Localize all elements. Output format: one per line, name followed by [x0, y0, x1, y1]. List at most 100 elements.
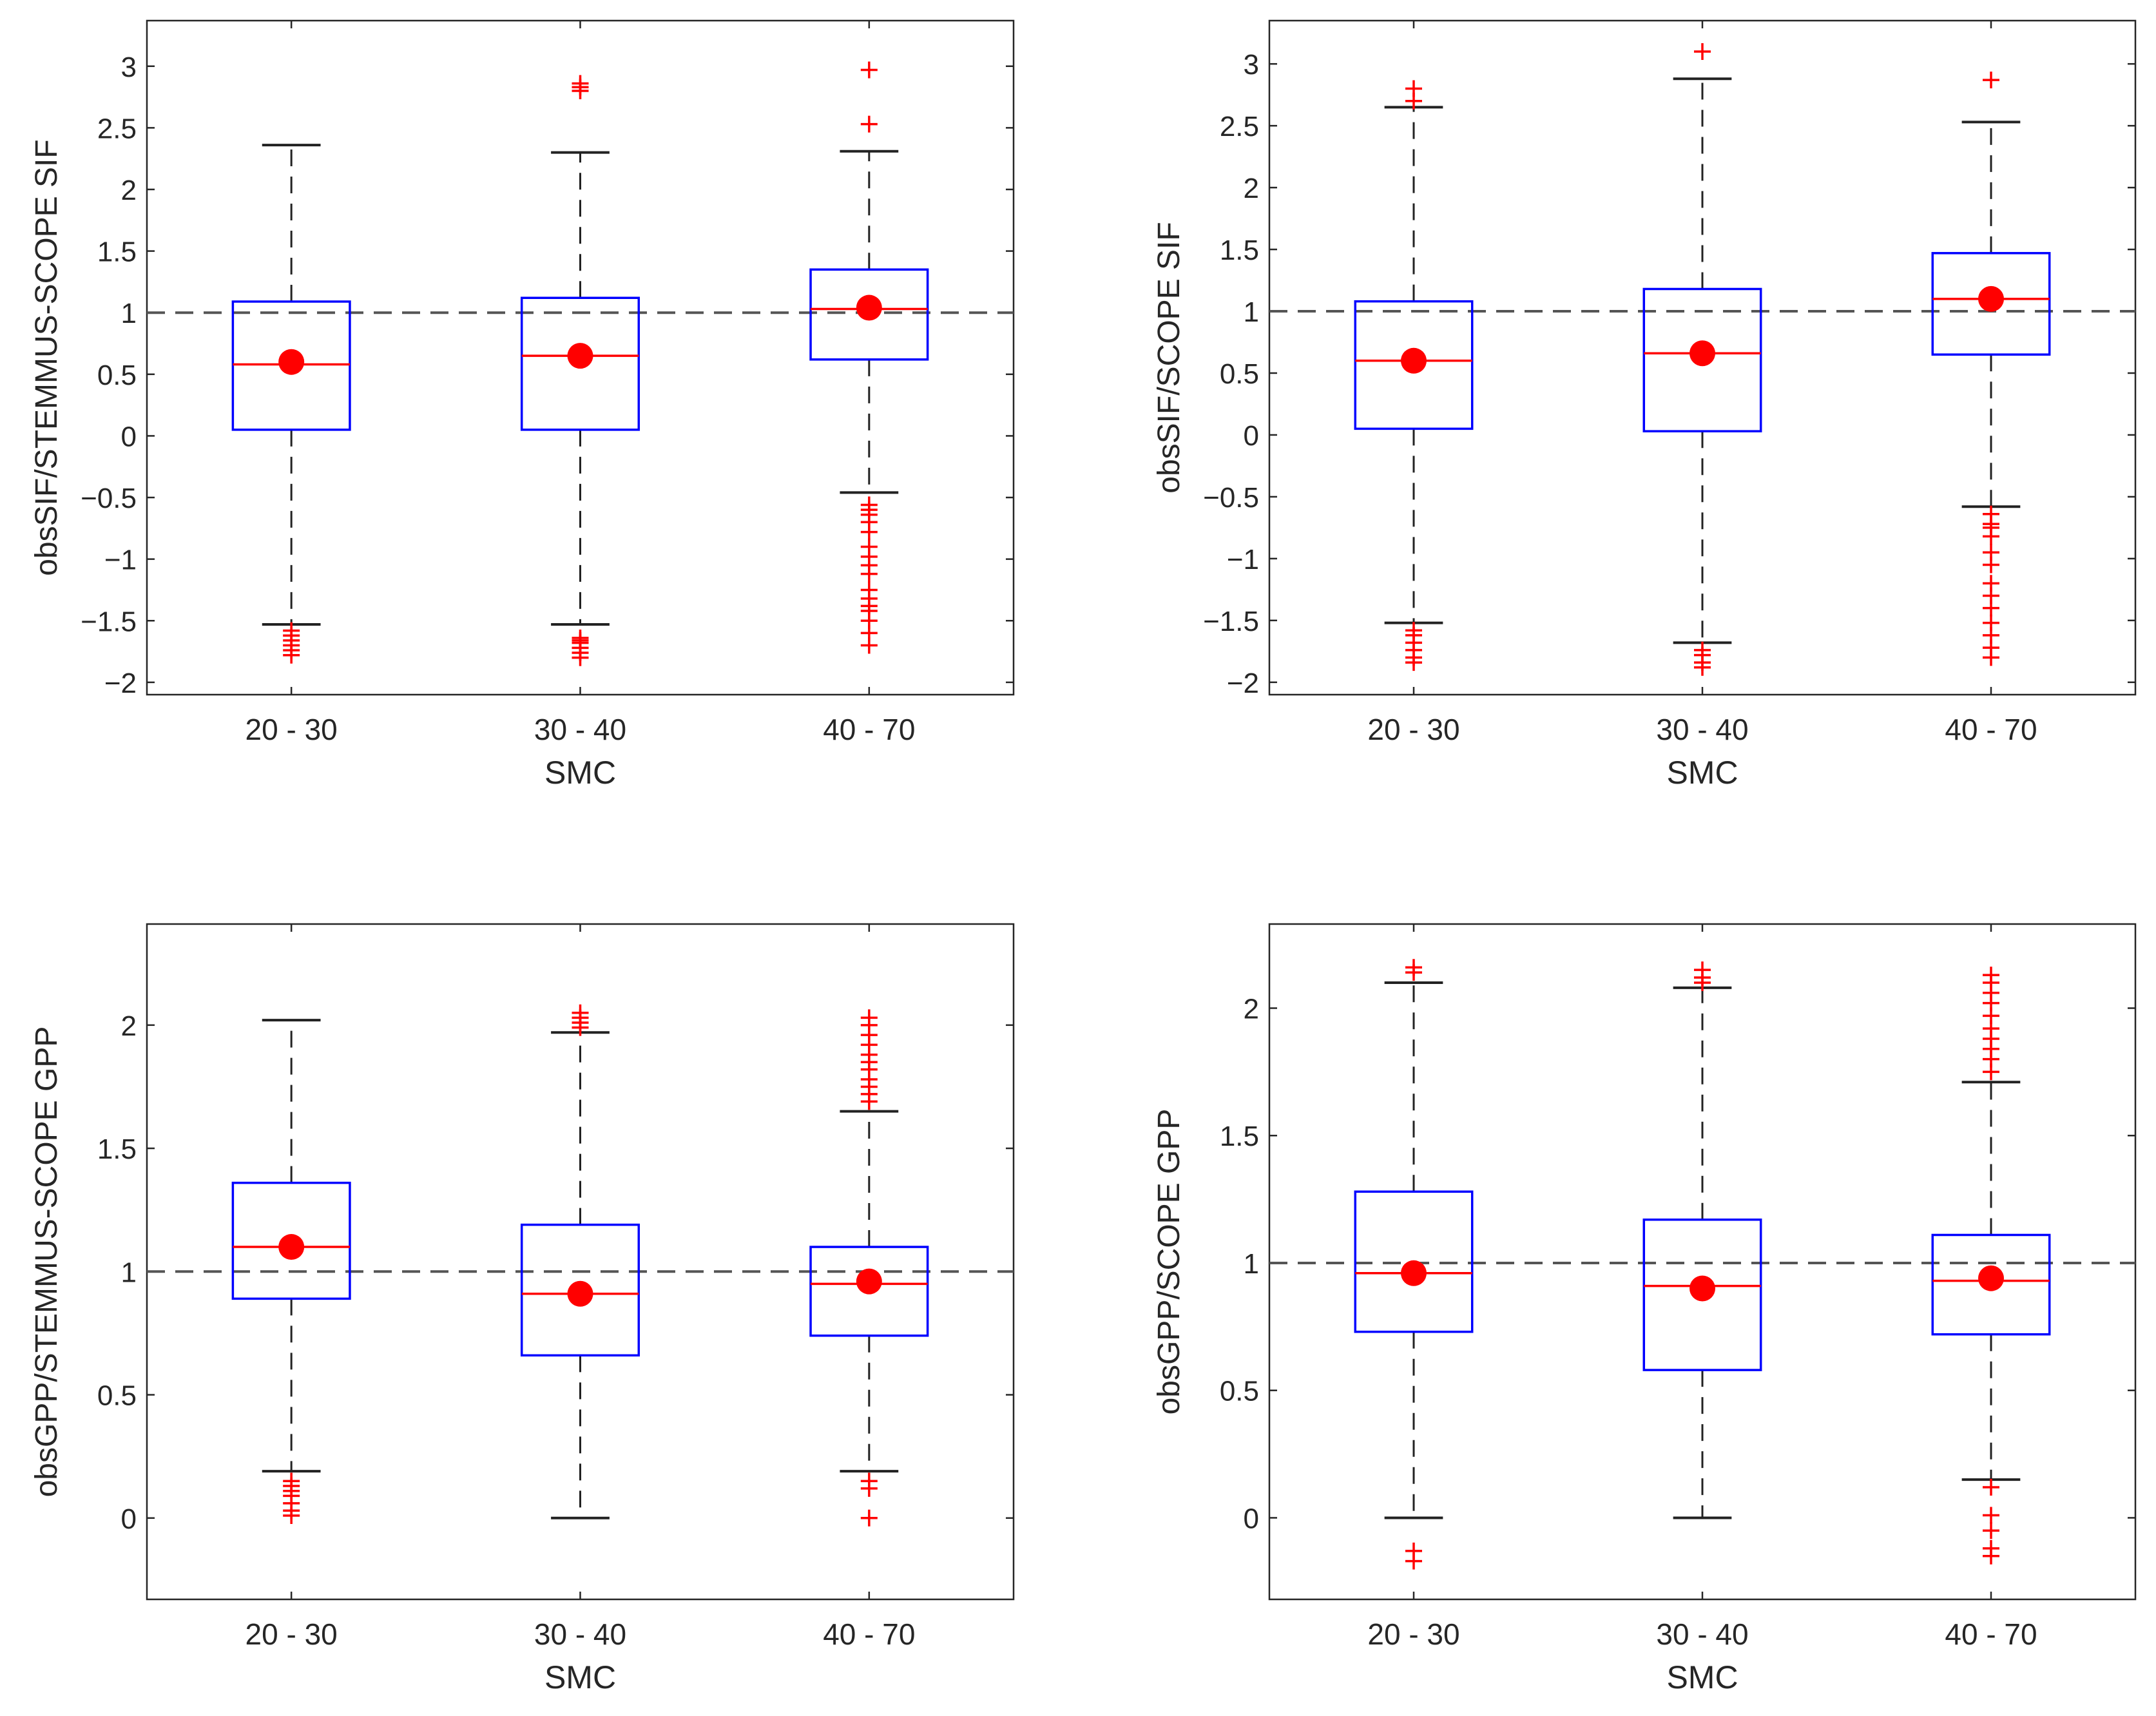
- y-tick-label: 1.5: [1220, 235, 1259, 266]
- x-tick-label: 20 - 30: [1367, 713, 1459, 746]
- y-tick-label: 2.5: [97, 113, 137, 144]
- x-tick-label: 20 - 30: [245, 1617, 338, 1651]
- outlier-marker: [283, 646, 300, 664]
- y-axis-label: obsGPP/STEMMUS-SCOPE GPP: [30, 1027, 64, 1498]
- outlier-marker: [860, 61, 878, 79]
- mean-marker: [567, 1280, 593, 1307]
- box-1: [1354, 80, 1474, 671]
- x-tick-label: 30 - 40: [1656, 713, 1748, 746]
- box-iqr: [1642, 1218, 1762, 1371]
- box-3: [1931, 72, 2051, 666]
- x-axis-label: SMC: [1666, 755, 1738, 791]
- y-tick-label: −1: [104, 545, 137, 576]
- x-axis-label: SMC: [544, 1659, 616, 1695]
- outlier-marker: [860, 1480, 878, 1497]
- x-tick-label: 30 - 40: [534, 713, 626, 746]
- y-tick-label: −2: [104, 668, 137, 699]
- x-tick-label: 40 - 70: [1945, 713, 2037, 746]
- box-iqr: [231, 300, 351, 431]
- mean-marker: [1978, 1265, 2004, 1291]
- outlier-marker: [1405, 1552, 1422, 1570]
- y-tick-label: 2: [1244, 173, 1259, 204]
- mean-marker: [1689, 1275, 1715, 1302]
- outlier-marker: [860, 115, 878, 133]
- outlier-marker: [1694, 961, 1711, 979]
- y-tick-label: −0.5: [1203, 482, 1259, 514]
- outlier-marker: [1983, 599, 1999, 617]
- y-tick-label: 2.5: [1220, 111, 1259, 142]
- y-tick-label: 0: [121, 421, 137, 452]
- box-3: [1931, 967, 2051, 1565]
- y-tick-label: 1.5: [97, 1133, 137, 1165]
- outlier-marker: [572, 1004, 589, 1021]
- box-1: [231, 144, 351, 664]
- outlier-marker: [1405, 80, 1422, 97]
- y-tick-label: −0.5: [81, 483, 137, 514]
- mean-marker: [567, 343, 593, 369]
- outlier-marker: [1694, 43, 1711, 60]
- x-tick-label: 20 - 30: [245, 713, 338, 746]
- boxplot-panel-1: −2 −1.5 −1 −0.5 0 0.5 1 1.5 2 2.5 3 20 - 30 30 - 40 4…: [30, 19, 1015, 791]
- outlier-marker: [1983, 1507, 1999, 1524]
- outlier-marker: [860, 565, 878, 583]
- y-tick-label: −1.5: [1203, 606, 1259, 637]
- mean-marker: [1401, 347, 1427, 374]
- y-tick-label: −1: [1227, 544, 1259, 575]
- boxplot-panel-3: 0 0.5 1 1.5 2 20 - 30 30 - 40 40 - 70 SMC obsGPP/…: [30, 923, 1015, 1695]
- y-tick-label: 0.5: [97, 1380, 137, 1412]
- x-axis-label: SMC: [544, 755, 616, 791]
- box-3: [809, 61, 929, 654]
- y-tick-label: 0: [1244, 420, 1259, 452]
- y-tick-label: −2: [1227, 668, 1259, 699]
- mean-marker: [856, 1268, 882, 1295]
- box-iqr: [809, 1246, 929, 1337]
- box-iqr: [1931, 1233, 2051, 1336]
- boxplot-panel-2: −2 −1.5 −1 −0.5 0 0.5 1 1.5 2 2.5 3 20 - 30 30 - 40 4…: [1152, 19, 2137, 791]
- box-iqr: [520, 296, 640, 431]
- mean-marker: [1401, 1260, 1427, 1286]
- box-1: [231, 1019, 351, 1524]
- x-tick-label: 30 - 40: [1656, 1617, 1748, 1651]
- x-tick-label: 40 - 70: [823, 713, 915, 746]
- box-iqr: [231, 1181, 351, 1300]
- mean-marker: [1978, 285, 2004, 312]
- outlier-marker: [1405, 959, 1422, 976]
- y-axis-label: obsGPP/SCOPE GPP: [1152, 1109, 1186, 1415]
- outlier-marker: [860, 523, 878, 541]
- y-tick-label: 2: [1244, 994, 1259, 1025]
- outlier-marker: [1983, 1478, 1999, 1496]
- box-2: [1642, 961, 1762, 1519]
- outlier-marker: [1983, 72, 1999, 89]
- mean-marker: [278, 1234, 305, 1260]
- y-tick-label: 3: [1244, 49, 1259, 81]
- y-tick-label: 1.5: [1220, 1121, 1259, 1152]
- x-axis-label: SMC: [1666, 1659, 1738, 1695]
- y-tick-label: 0.5: [1220, 1376, 1259, 1407]
- outlier-marker: [860, 637, 878, 654]
- y-tick-label: 1.5: [97, 236, 137, 268]
- outlier-marker: [860, 1009, 878, 1027]
- outlier-marker: [572, 75, 589, 92]
- box-3: [809, 1009, 929, 1527]
- y-tick-label: 1: [121, 298, 137, 329]
- box-iqr: [1354, 1190, 1474, 1333]
- outlier-marker: [1983, 967, 1999, 984]
- y-tick-label: 1: [1244, 296, 1259, 328]
- y-tick-label: 0.5: [97, 360, 137, 391]
- mean-marker: [1689, 340, 1715, 367]
- box-2: [520, 75, 640, 666]
- outlier-marker: [1405, 654, 1422, 671]
- y-tick-label: 1: [1244, 1248, 1259, 1280]
- y-axis-label: obsSIF/SCOPE SIF: [1152, 222, 1186, 493]
- y-axis-label: obsSIF/STEMMUS-SCOPE SIF: [30, 139, 64, 575]
- x-tick-label: 40 - 70: [823, 1617, 915, 1651]
- outlier-marker: [1983, 1522, 1999, 1539]
- x-tick-label: 40 - 70: [1945, 1617, 2037, 1651]
- boxplot-panel-4: 0 0.5 1 1.5 2 20 - 30 30 - 40 40 - 70 SMC obsGPP/…: [1152, 923, 2137, 1695]
- outlier-marker: [283, 1507, 300, 1524]
- outlier-marker: [1983, 649, 1999, 666]
- box-iqr: [809, 268, 929, 361]
- y-tick-label: 0: [1244, 1503, 1259, 1534]
- y-tick-label: 3: [121, 52, 137, 83]
- box-iqr: [1354, 300, 1474, 430]
